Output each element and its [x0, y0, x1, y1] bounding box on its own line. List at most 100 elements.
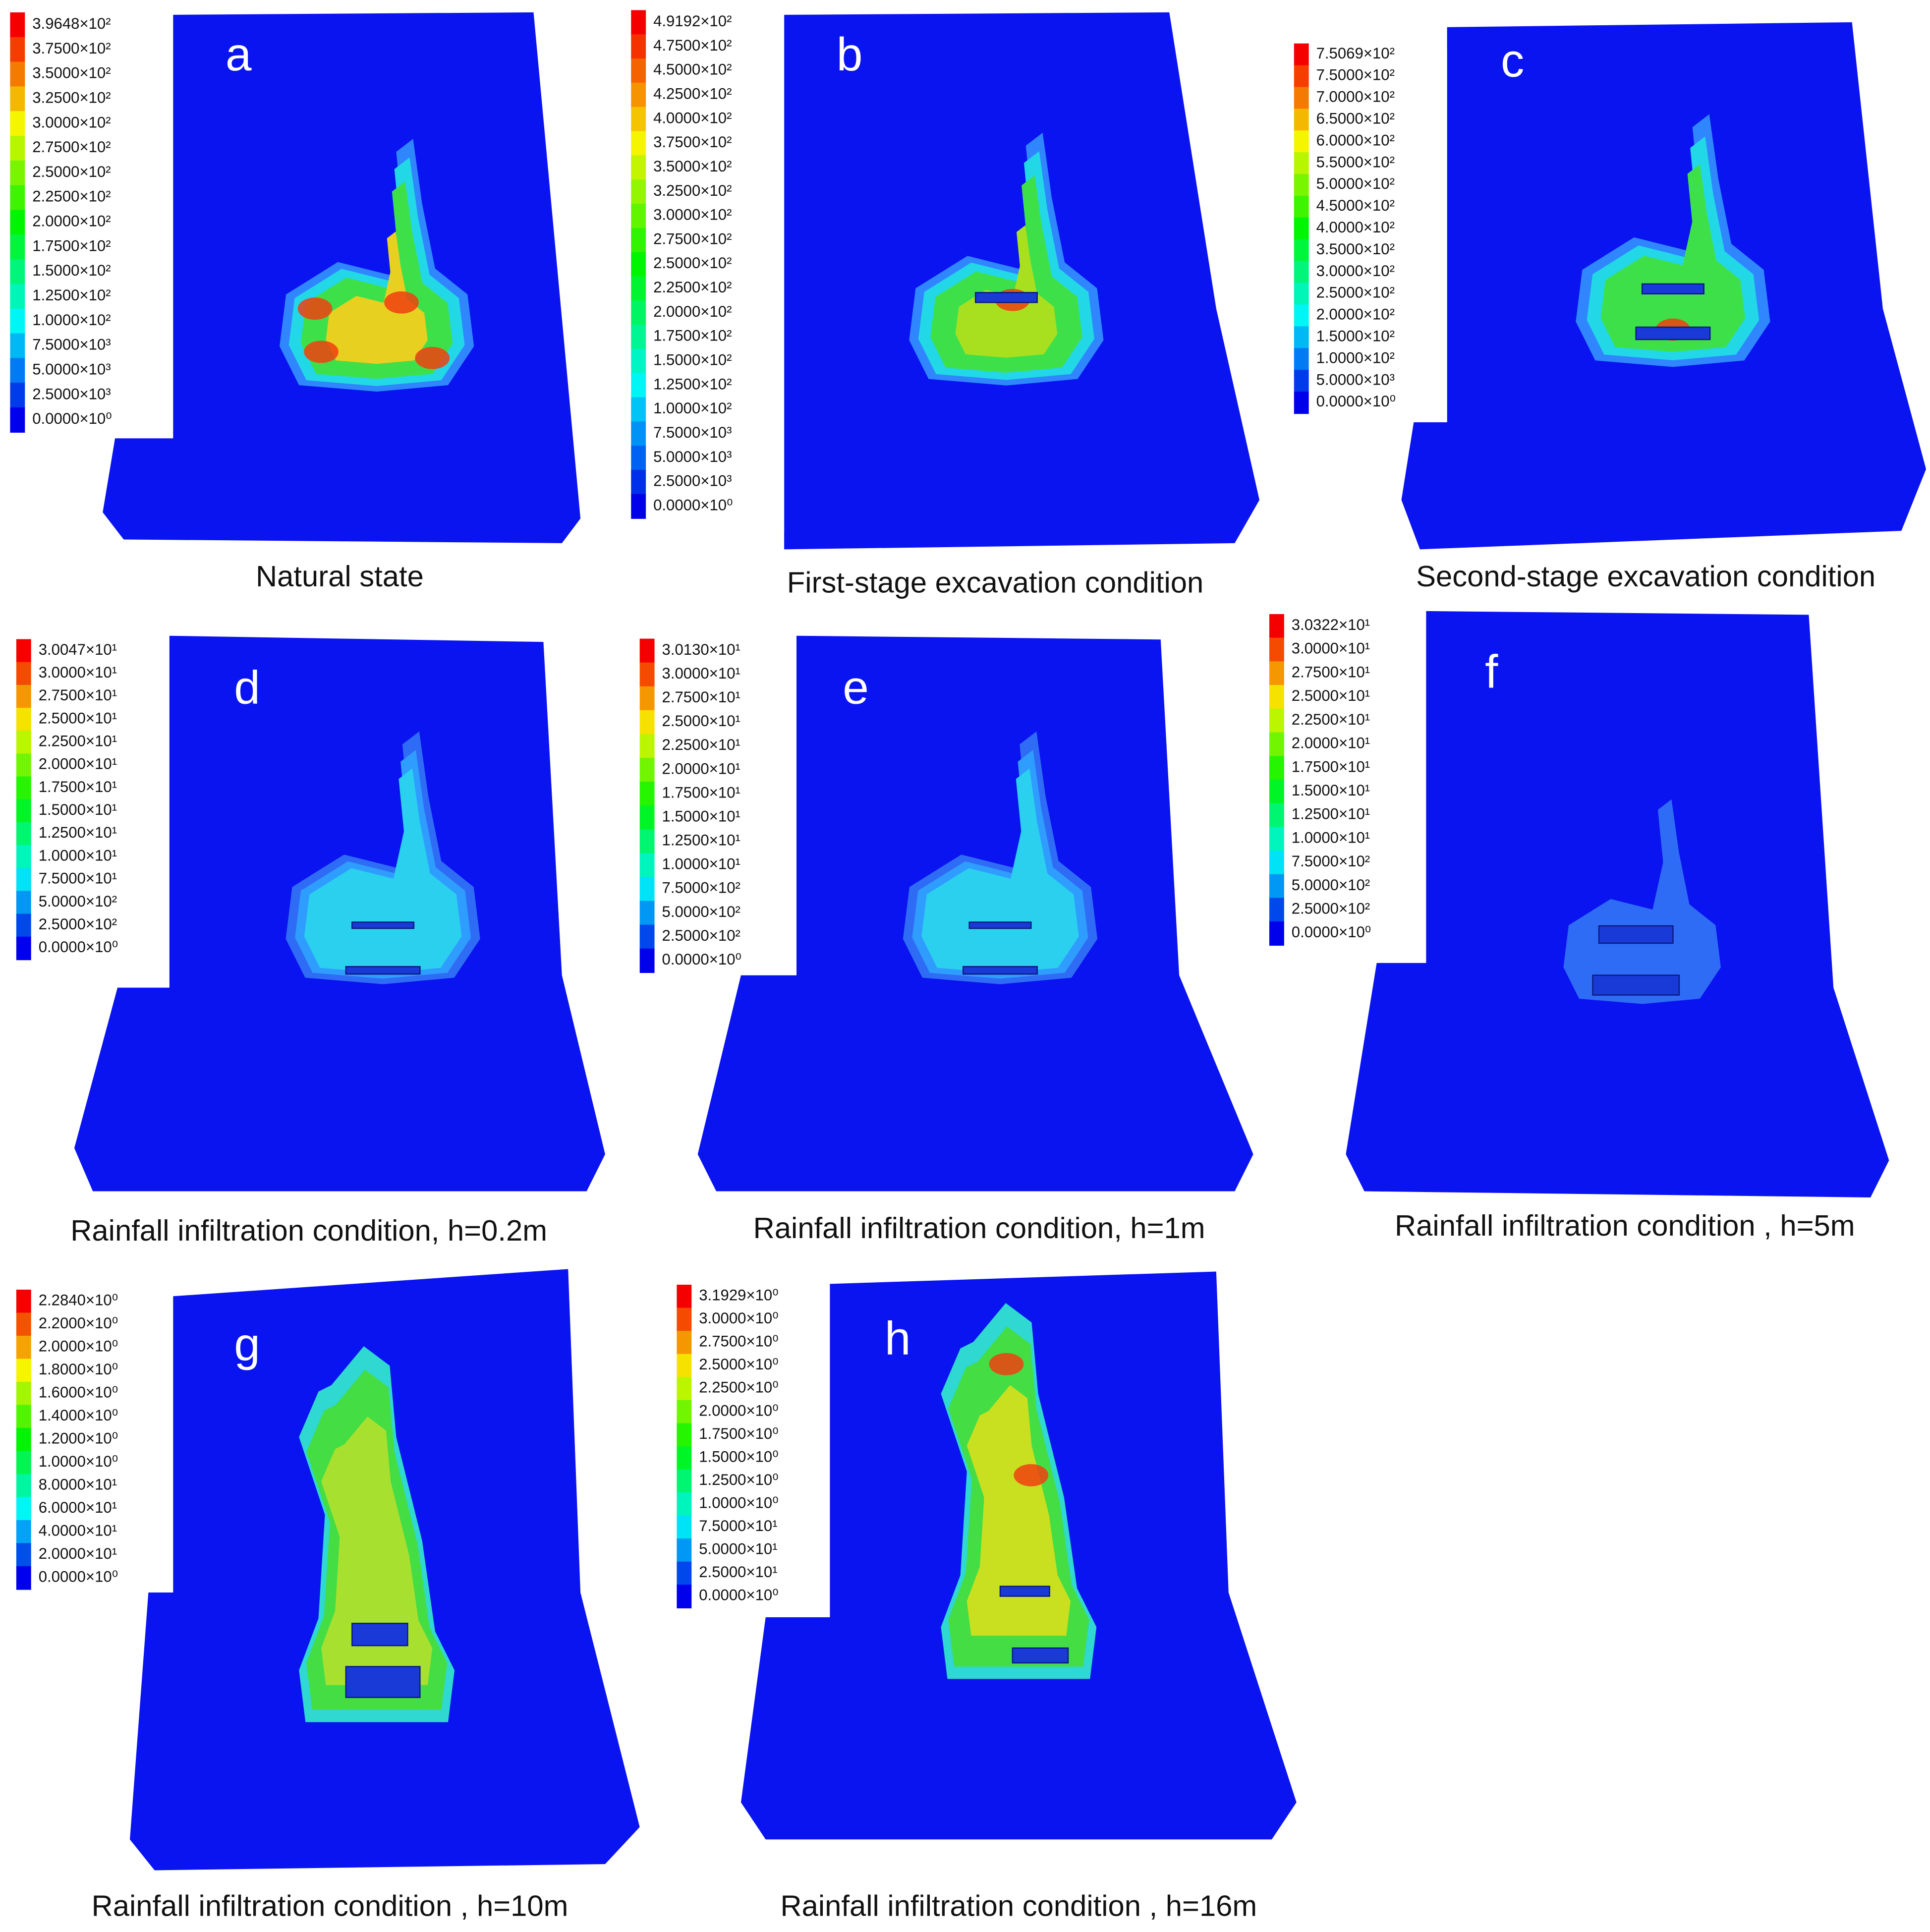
- legend-swatch: [10, 407, 25, 433]
- legend-label: 2.5000×10³: [653, 472, 732, 490]
- legend-swatch: [639, 853, 655, 878]
- legend-label: 4.7500×10²: [653, 37, 732, 54]
- legend-swatch: [16, 708, 31, 732]
- legend-swatch: [16, 868, 31, 892]
- excavation: [963, 966, 1038, 975]
- legend-label: 2.2500×10⁰: [699, 1379, 778, 1396]
- legend-swatch: [1269, 851, 1284, 875]
- legend-label: 4.0000×10²: [1316, 219, 1395, 236]
- legend-label: 2.2500×10¹: [39, 733, 117, 750]
- legend-swatch: [16, 1474, 31, 1498]
- excavation: [974, 292, 1038, 303]
- excavation: [968, 921, 1032, 929]
- contour-zone: [966, 1385, 1071, 1636]
- legend-swatch: [1294, 43, 1309, 66]
- legend-label: 1.5000×10⁰: [699, 1448, 778, 1465]
- legend-swatch: [10, 210, 25, 235]
- legend-label: 7.5000×10³: [32, 336, 111, 353]
- legend-label: 5.0000×10²: [1316, 175, 1395, 192]
- legend-label: 2.5000×10²: [32, 163, 111, 180]
- legend-label: 0.0000×10⁰: [699, 1587, 778, 1604]
- legend-swatch: [677, 1492, 692, 1516]
- legend-label: 0.0000×10⁰: [39, 938, 118, 956]
- legend-label: 1.5000×10¹: [662, 807, 740, 825]
- panel: 3.1929×10⁰ 3.0000×10⁰ 2.7500×10⁰ 2.5000×10⁰…: [667, 1271, 1297, 1923]
- contour-zone: [321, 1417, 433, 1685]
- legend-swatch: [1294, 370, 1309, 393]
- excavation: [999, 1586, 1050, 1597]
- legend-swatch: [10, 308, 25, 334]
- legend-box: [6, 1287, 173, 1593]
- legend-label: 2.5000×10⁰: [699, 1356, 778, 1373]
- legend-swatch: [631, 34, 646, 59]
- legend-swatch: [16, 753, 31, 777]
- legend-label: 2.0000×10²: [1316, 306, 1395, 323]
- legend-swatch: [631, 131, 646, 156]
- contour-zone: [955, 225, 1058, 358]
- legend-swatch: [16, 776, 31, 800]
- legend-swatch: [631, 421, 646, 447]
- legend-label: 3.0000×10¹: [39, 664, 117, 681]
- legend-label: 2.2500×10²: [32, 188, 111, 205]
- legend-box: [1284, 49, 1447, 422]
- legend-swatch: [16, 1427, 31, 1452]
- legend-swatch: [639, 901, 655, 925]
- legend-swatch: [631, 179, 646, 205]
- legend-label: 3.0000×10²: [653, 206, 732, 224]
- legend-swatch: [10, 383, 25, 408]
- legend-label: 1.2500×10²: [32, 286, 111, 304]
- caption: Rainfall infiltration condition, h=0.2m: [70, 1214, 547, 1247]
- legend-label: 2.5000×10¹: [662, 712, 740, 730]
- legend-swatch: [16, 684, 31, 709]
- legend-label: 7.5069×10²: [1316, 45, 1395, 62]
- legend-label: 1.2500×10¹: [1292, 805, 1370, 823]
- legend-box: [1259, 611, 1426, 963]
- legend-box: [0, 9, 173, 439]
- legend-label: 5.0000×10¹: [699, 1540, 777, 1558]
- legend-box: [621, 9, 785, 531]
- legend-swatch: [16, 1312, 31, 1337]
- excavation: [1641, 283, 1704, 295]
- legend-swatch: [1269, 779, 1284, 804]
- legend-swatch: [1269, 614, 1284, 638]
- legend-swatch: [631, 373, 646, 398]
- legend-swatch: [10, 160, 25, 186]
- legend-label: 6.0000×10²: [1316, 131, 1395, 149]
- legend-swatch: [1269, 803, 1284, 828]
- legend-swatch: [1294, 326, 1309, 349]
- legend-label: 7.5000×10¹: [39, 870, 117, 887]
- legend-swatch: [677, 1284, 692, 1308]
- caption: Natural state: [256, 560, 424, 593]
- legend-swatch: [631, 155, 646, 180]
- legend-swatch: [10, 259, 25, 285]
- hot-spot: [989, 1353, 1024, 1375]
- caption: First-stage excavation condition: [787, 566, 1203, 599]
- legend-label: 5.0000×10²: [1292, 876, 1370, 894]
- legend-swatch: [639, 710, 655, 735]
- legend-label: 2.2000×10⁰: [39, 1314, 118, 1332]
- legend-label: 3.0000×10¹: [662, 665, 740, 682]
- legend-label: 3.0000×10⁰: [699, 1309, 778, 1327]
- legend-swatch: [639, 805, 655, 830]
- legend-swatch: [639, 877, 655, 902]
- panel: 7.5069×10² 7.5000×10² 7.0000×10² 6.5000×10²…: [1284, 22, 1927, 593]
- legend-swatch: [639, 782, 655, 806]
- hot-spot: [415, 346, 450, 369]
- legend-label: 2.7500×10¹: [662, 688, 740, 706]
- panel-letter: e: [843, 662, 869, 714]
- legend-swatch: [631, 348, 646, 374]
- legend-swatch: [1269, 685, 1284, 710]
- legend-label: 1.5000×10¹: [39, 801, 117, 818]
- excavation: [1012, 1647, 1069, 1664]
- legend-swatch: [1294, 348, 1309, 371]
- legend-swatch: [16, 1520, 31, 1544]
- legend-swatch: [10, 12, 25, 38]
- legend-label: 3.5000×10²: [653, 158, 732, 175]
- legend-swatch: [1269, 874, 1284, 899]
- caption: Rainfall infiltration condition , h=16m: [780, 1889, 1257, 1923]
- legend-label: 0.0000×10⁰: [653, 496, 733, 513]
- legend-label: 2.0000×10²: [653, 303, 732, 320]
- legend-label: 0.0000×10⁰: [1292, 923, 1371, 941]
- legend-swatch: [677, 1561, 692, 1586]
